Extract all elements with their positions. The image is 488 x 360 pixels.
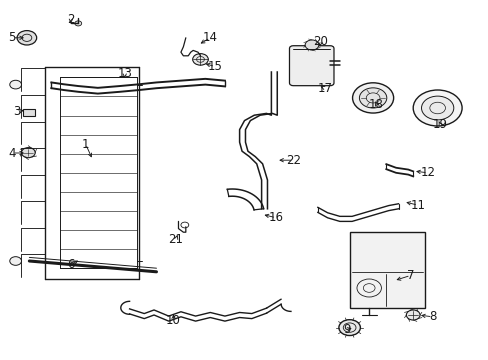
Circle shape xyxy=(338,320,360,336)
Text: 6: 6 xyxy=(67,258,75,271)
Text: 7: 7 xyxy=(406,269,414,282)
Text: 17: 17 xyxy=(317,82,332,95)
Circle shape xyxy=(305,40,318,50)
Circle shape xyxy=(412,90,461,126)
Text: 9: 9 xyxy=(343,323,350,336)
Text: 15: 15 xyxy=(207,60,222,73)
Text: 16: 16 xyxy=(268,211,283,224)
Text: 12: 12 xyxy=(420,166,434,179)
FancyBboxPatch shape xyxy=(289,46,333,86)
Text: 18: 18 xyxy=(368,98,383,111)
Circle shape xyxy=(10,257,21,265)
Circle shape xyxy=(21,148,35,158)
Circle shape xyxy=(10,80,21,89)
Text: 4: 4 xyxy=(8,147,16,159)
Text: 21: 21 xyxy=(168,233,183,246)
Circle shape xyxy=(352,83,393,113)
Text: 2: 2 xyxy=(67,13,75,26)
Circle shape xyxy=(75,21,81,26)
Bar xyxy=(349,232,425,308)
Text: 11: 11 xyxy=(410,199,425,212)
Circle shape xyxy=(421,96,453,120)
Text: 1: 1 xyxy=(81,138,89,150)
Circle shape xyxy=(359,88,386,108)
Text: 10: 10 xyxy=(166,314,181,327)
Text: 22: 22 xyxy=(285,154,300,167)
Text: 14: 14 xyxy=(203,31,217,44)
Text: 20: 20 xyxy=(312,35,327,48)
Text: 5: 5 xyxy=(8,31,16,44)
Circle shape xyxy=(406,310,419,320)
Bar xyxy=(23,109,35,116)
Circle shape xyxy=(17,31,37,45)
Text: 3: 3 xyxy=(13,105,21,118)
Circle shape xyxy=(192,54,208,65)
Text: 13: 13 xyxy=(117,67,132,80)
Text: 19: 19 xyxy=(432,118,447,131)
Text: 8: 8 xyxy=(428,310,436,323)
